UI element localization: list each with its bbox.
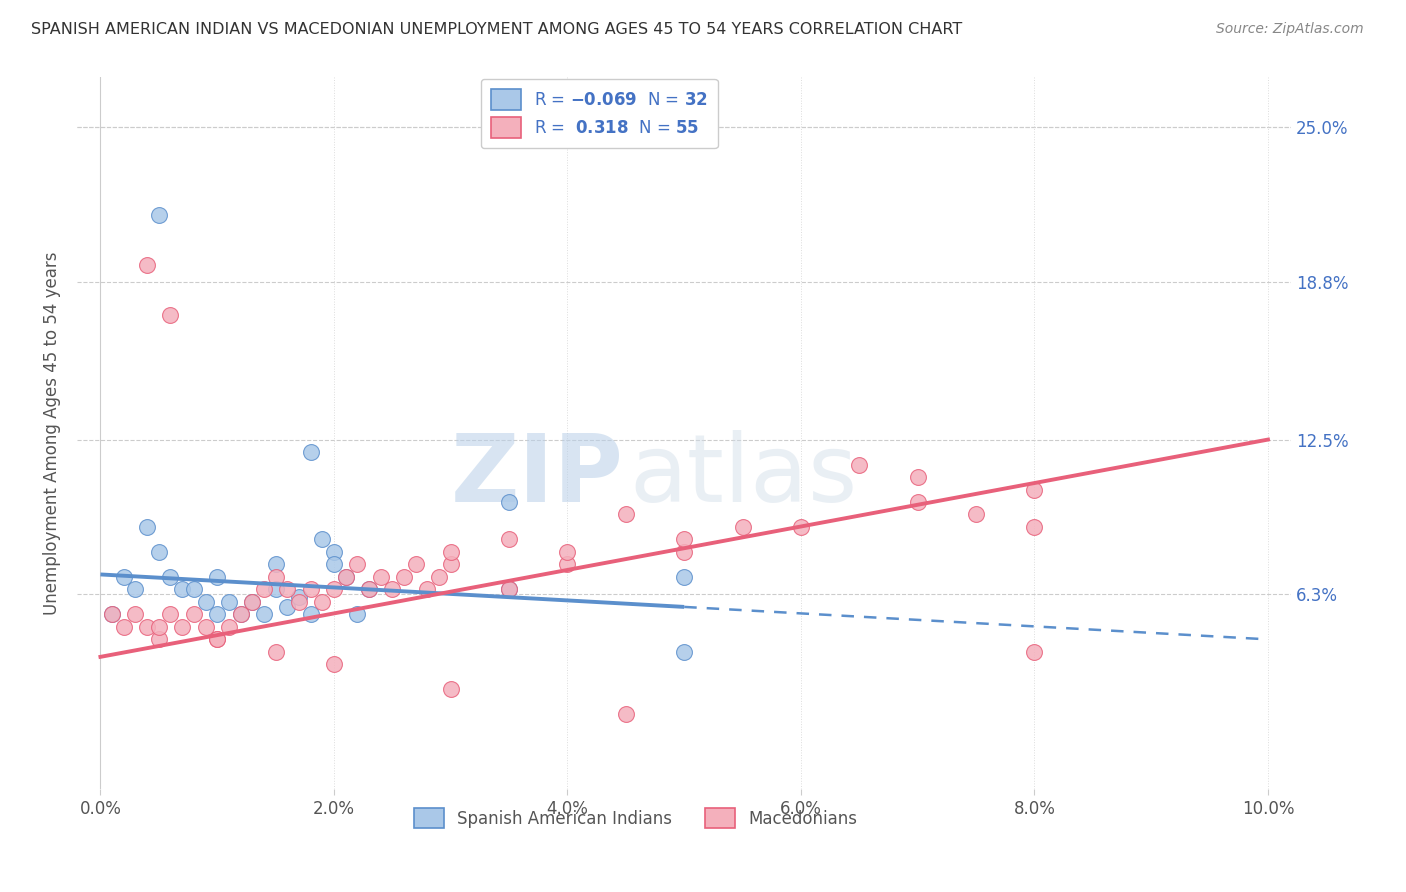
Point bbox=[194, 620, 217, 634]
Point bbox=[218, 620, 240, 634]
Point bbox=[205, 570, 228, 584]
Point bbox=[848, 458, 870, 472]
Point bbox=[440, 545, 463, 559]
Point bbox=[205, 607, 228, 622]
Point bbox=[498, 582, 520, 597]
Point bbox=[557, 545, 579, 559]
Point bbox=[264, 558, 287, 572]
Point bbox=[124, 607, 146, 622]
Point bbox=[416, 582, 439, 597]
Point bbox=[392, 570, 415, 584]
Point bbox=[136, 520, 159, 534]
Point bbox=[159, 607, 181, 622]
Point bbox=[218, 595, 240, 609]
Point bbox=[288, 590, 311, 604]
Text: ZIP: ZIP bbox=[451, 430, 623, 522]
Point bbox=[264, 582, 287, 597]
Point bbox=[790, 520, 813, 534]
Point bbox=[381, 582, 404, 597]
Point bbox=[440, 558, 463, 572]
Point bbox=[346, 607, 368, 622]
Point bbox=[673, 533, 696, 547]
Point bbox=[1024, 645, 1046, 659]
Point bbox=[124, 582, 146, 597]
Point bbox=[240, 595, 263, 609]
Point bbox=[335, 570, 357, 584]
Point bbox=[183, 607, 205, 622]
Point bbox=[614, 508, 637, 522]
Point bbox=[1024, 483, 1046, 497]
Point bbox=[311, 595, 333, 609]
Point bbox=[276, 582, 298, 597]
Point bbox=[205, 632, 228, 647]
Point bbox=[253, 582, 276, 597]
Text: SPANISH AMERICAN INDIAN VS MACEDONIAN UNEMPLOYMENT AMONG AGES 45 TO 54 YEARS COR: SPANISH AMERICAN INDIAN VS MACEDONIAN UN… bbox=[31, 22, 962, 37]
Point bbox=[172, 620, 194, 634]
Point bbox=[136, 620, 159, 634]
Point bbox=[229, 607, 252, 622]
Point bbox=[240, 595, 263, 609]
Point bbox=[427, 570, 450, 584]
Point bbox=[172, 582, 194, 597]
Point bbox=[731, 520, 754, 534]
Point bbox=[253, 607, 276, 622]
Point bbox=[440, 682, 463, 697]
Point bbox=[557, 558, 579, 572]
Point bbox=[276, 599, 298, 614]
Point bbox=[183, 582, 205, 597]
Point bbox=[148, 208, 170, 222]
Point bbox=[673, 545, 696, 559]
Point bbox=[288, 595, 311, 609]
Point bbox=[405, 558, 427, 572]
Point bbox=[112, 570, 135, 584]
Point bbox=[346, 558, 368, 572]
Point bbox=[148, 632, 170, 647]
Point bbox=[229, 607, 252, 622]
Point bbox=[159, 570, 181, 584]
Point bbox=[323, 657, 346, 672]
Point bbox=[673, 570, 696, 584]
Point bbox=[264, 570, 287, 584]
Point bbox=[907, 470, 929, 484]
Point bbox=[323, 582, 346, 597]
Point bbox=[614, 707, 637, 722]
Point bbox=[148, 545, 170, 559]
Point bbox=[101, 607, 124, 622]
Point bbox=[148, 620, 170, 634]
Point bbox=[159, 308, 181, 322]
Point bbox=[673, 645, 696, 659]
Point bbox=[299, 582, 322, 597]
Point bbox=[498, 582, 520, 597]
Point bbox=[112, 620, 135, 634]
Point bbox=[965, 508, 987, 522]
Point bbox=[357, 582, 380, 597]
Point bbox=[264, 645, 287, 659]
Point bbox=[335, 570, 357, 584]
Point bbox=[498, 533, 520, 547]
Point bbox=[205, 632, 228, 647]
Point bbox=[907, 495, 929, 509]
Point bbox=[323, 545, 346, 559]
Text: Source: ZipAtlas.com: Source: ZipAtlas.com bbox=[1216, 22, 1364, 37]
Text: atlas: atlas bbox=[630, 430, 858, 522]
Y-axis label: Unemployment Among Ages 45 to 54 years: Unemployment Among Ages 45 to 54 years bbox=[44, 252, 60, 615]
Point bbox=[299, 607, 322, 622]
Point bbox=[498, 495, 520, 509]
Point bbox=[370, 570, 392, 584]
Point bbox=[299, 445, 322, 459]
Point bbox=[1024, 520, 1046, 534]
Point bbox=[323, 558, 346, 572]
Point bbox=[101, 607, 124, 622]
Point bbox=[136, 258, 159, 272]
Point bbox=[357, 582, 380, 597]
Point bbox=[311, 533, 333, 547]
Legend: Spanish American Indians, Macedonians: Spanish American Indians, Macedonians bbox=[406, 802, 865, 834]
Point bbox=[194, 595, 217, 609]
